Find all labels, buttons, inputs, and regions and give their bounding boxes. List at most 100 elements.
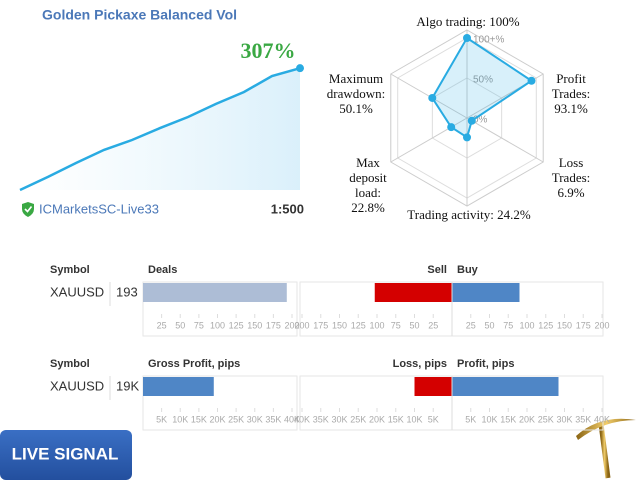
radar-spoke [466,117,544,163]
x-tick-label: 150 [332,320,347,330]
radar-category: Loss Trades: [551,155,591,185]
x-tick-label: 75 [194,320,204,330]
radar-label: Loss Trades: 6.9% [544,155,599,200]
x-tick-label: 15K [388,414,404,424]
x-tick-label: 20K [209,414,225,424]
x-tick-label: 40K [294,414,310,424]
signal-title: Golden Pickaxe Balanced Vol [42,7,237,23]
radar-value: 100% [489,14,520,29]
radar-point [447,123,456,132]
radar-tick-label: 100+% [473,35,505,46]
x-tick-label: 35K [265,414,281,424]
bar [143,283,287,302]
x-tick-label: 30K [331,414,347,424]
live-badge [0,430,132,480]
bar [452,377,559,396]
x-tick-label: 30K [247,414,263,424]
x-tick-label: 25 [466,320,476,330]
x-tick-label: 200 [594,320,609,330]
broker: ICMarketsSC-Live33 [39,201,159,216]
radar-tick-label: 0% [473,115,488,126]
column-header: Gross Profit, pips [148,358,240,370]
x-tick-label: 150 [557,320,572,330]
x-tick-label: 15K [191,414,207,424]
x-tick-label: 25K [228,414,244,424]
x-tick-label: 20K [519,414,535,424]
x-tick-label: 125 [538,320,553,330]
x-tick-label: 200 [284,320,299,330]
x-tick-label: 125 [351,320,366,330]
x-tick-label: 10K [481,414,497,424]
pickaxe-handle [598,423,611,479]
series-header: Profit, pips [457,358,514,370]
value-label: 19K [116,378,139,393]
bar [452,283,520,302]
x-tick-label: 10K [406,414,422,424]
radar-point [463,133,471,142]
x-tick-label: 200 [294,320,309,330]
growth-line [19,66,301,192]
x-tick-label: 100 [519,320,534,330]
x-tick-label: 35K [575,414,591,424]
x-tick-label: 5K [428,414,439,424]
x-tick-label: 15K [500,414,516,424]
x-tick-label: 175 [313,320,328,330]
radar-point [527,76,536,85]
x-tick-label: 175 [266,320,281,330]
x-tick-label: 25K [350,414,366,424]
end-dot [296,64,304,73]
radar-label: Algo trading: 100% [368,14,568,29]
radar-value: 6.9% [557,185,585,200]
bar [143,377,214,396]
x-tick-label: 25K [538,414,554,424]
radar-tick-label: 50% [473,75,493,86]
radar-value: 24.2% [497,207,531,222]
x-tick-label: 35K [313,414,329,424]
series-header: Loss, pips [393,358,447,370]
verified-icon [22,202,34,217]
x-tick-label: 50 [175,320,185,330]
radar-label: Max deposit load: 22.8% [343,155,393,215]
radar-category: Max deposit load: [349,155,387,200]
symbol: XAUUSD [50,284,104,299]
x-tick-label: 25 [428,320,438,330]
growth-annotation: 307% [241,38,296,63]
radar-category: Algo trading: [416,14,487,29]
column-header: Symbol [50,264,90,276]
bar [374,283,452,302]
series-header: Buy [457,264,479,276]
column-header: Deals [148,264,177,276]
x-tick-label: 50 [484,320,494,330]
x-tick-label: 75 [503,320,513,330]
radar-point [463,34,471,42]
radar-value: 22.8% [351,200,385,215]
panel [142,281,298,337]
x-tick-label: 100 [210,320,225,330]
radar-point [467,116,476,125]
symbol: XAUUSD [50,378,104,393]
x-tick-label: 10K [172,414,188,424]
panel [142,375,298,431]
series-header: Sell [427,264,447,276]
column-header: Symbol [50,358,90,370]
x-tick-label: 30K [556,414,572,424]
badge-text: LIVE SIGNAL [12,444,119,463]
x-tick-label: 25 [157,320,167,330]
pickaxe-head [576,418,636,440]
radar-label: Maximum drawdown: 50.1% [318,71,394,116]
x-tick-label: 100 [369,320,384,330]
radar-label: Trading activity: 24.2% [369,207,569,222]
radar-point [428,93,437,102]
x-tick-label: 20K [369,414,385,424]
radar-category: Maximum drawdown: [326,71,386,101]
x-tick-label: 50 [409,320,419,330]
leverage: 1:500 [271,201,304,216]
x-tick-label: 40K [594,414,610,424]
x-tick-label: 150 [247,320,262,330]
radar-value: 93.1% [554,101,588,116]
radar-category: Trading activity: [407,207,494,222]
bar [414,377,452,396]
radar-value: 50.1% [339,101,373,116]
